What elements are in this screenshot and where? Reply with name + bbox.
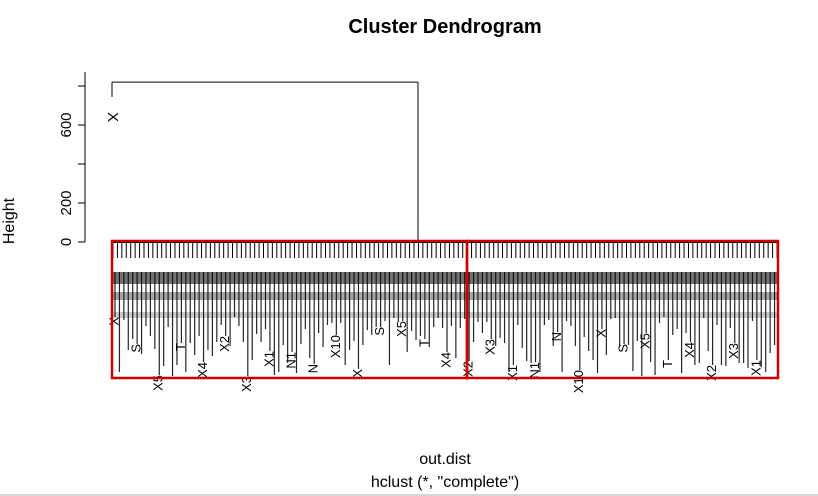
leaf-label-text: X4 xyxy=(195,362,210,378)
chart-title: Cluster Dendrogram xyxy=(348,16,541,38)
leaf-label-text: X3 xyxy=(483,339,498,355)
window-bottom-border xyxy=(0,494,818,496)
leaf-label-text: S xyxy=(129,344,144,353)
leaf-label: X3 xyxy=(239,272,254,392)
leaf-label-text: T xyxy=(173,343,188,351)
leaf-label-text: S xyxy=(372,327,387,336)
y-tick-label: 200 xyxy=(58,190,75,215)
leaf-label-text: X4 xyxy=(682,342,697,358)
leaf-label-text: N xyxy=(306,364,321,373)
leaf-label: N xyxy=(306,272,321,373)
leaf-label-text: X2 xyxy=(217,336,232,352)
leaf-label: X10 xyxy=(571,272,586,393)
leaf-label-text: X10 xyxy=(328,335,343,358)
y-tick-label: 0 xyxy=(58,238,75,246)
leaf-label-text: X10 xyxy=(571,370,586,393)
leaf-label: N1 xyxy=(527,272,542,379)
leaf-label-band xyxy=(113,272,777,284)
leaf-label: N1 xyxy=(284,272,299,369)
leaf-label-band xyxy=(113,292,777,300)
leaf-label-text: N xyxy=(549,332,564,341)
outlier-leaf-label: X xyxy=(104,112,121,122)
leaf-label-text: X1 xyxy=(261,351,276,367)
cluster-rect-2 xyxy=(465,239,780,380)
leaf-label-text: X xyxy=(106,317,121,326)
y-axis-label: Height xyxy=(1,197,18,244)
leaf-label-text: X5 xyxy=(394,321,409,337)
leaf-label-text: X1 xyxy=(748,360,763,376)
y-tick-label: 600 xyxy=(58,112,75,137)
leaf-label: X4 xyxy=(438,272,453,368)
leaf-label-text: T xyxy=(660,360,675,368)
leaf-label: X1 xyxy=(748,272,763,376)
leaf-label-text: X xyxy=(350,369,365,378)
leaf-label-text: N1 xyxy=(527,362,542,379)
leaf-label: X xyxy=(350,272,365,378)
leaf-label-band xyxy=(113,312,777,318)
leaf-label-text: X4 xyxy=(438,352,453,368)
leaf-label: X1 xyxy=(261,272,276,367)
leaf-label-text: N1 xyxy=(284,352,299,369)
y-axis: 0 200 600 xyxy=(58,72,86,246)
leaf-label-text: X3 xyxy=(239,376,254,392)
leaf-label-text: T xyxy=(416,339,431,347)
chart-subtitle: hclust (*, "complete") xyxy=(371,474,519,491)
cluster-rectangles xyxy=(110,239,780,380)
leaf-label-text: X3 xyxy=(726,343,741,359)
leaf-label-text: X xyxy=(593,329,608,338)
leaf-label: T xyxy=(660,272,675,368)
leaf-label-text: S xyxy=(616,344,631,353)
leaf-label-text: X5 xyxy=(638,333,653,349)
leaf-label: X4 xyxy=(195,272,210,378)
x-axis-label: out.dist xyxy=(419,451,471,468)
dendrogram-branches xyxy=(111,81,778,258)
